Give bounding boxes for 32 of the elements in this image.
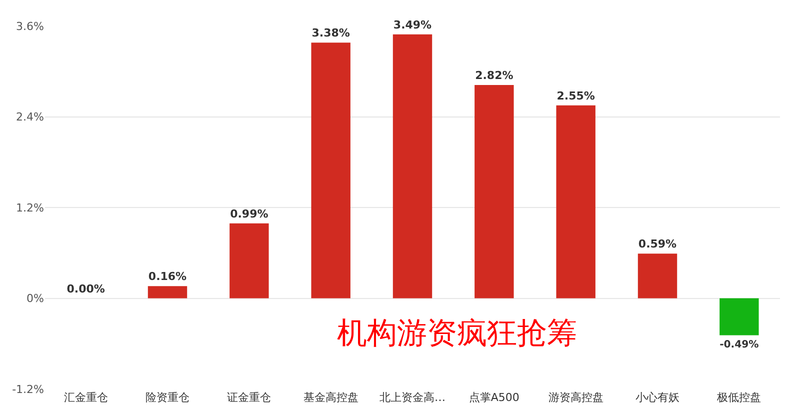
y-tick-label: -1.2% (12, 382, 44, 396)
data-label: 0.99% (230, 207, 268, 220)
x-tick-label: 险资重仓 (146, 391, 190, 404)
x-tick-label: 游资高控盘 (548, 391, 604, 404)
data-label: 3.49% (393, 18, 432, 32)
x-tick-label: 小心有妖 (636, 391, 680, 404)
data-label: 0.16% (148, 270, 187, 284)
y-tick-label: 3.6% (16, 20, 44, 33)
x-tick-label: 汇金重仓 (64, 391, 108, 404)
data-label: -0.49% (720, 339, 759, 350)
bar (474, 84, 514, 298)
bar (638, 254, 678, 298)
bar (230, 223, 269, 298)
data-label: 2.55% (556, 89, 595, 102)
y-tick-label: 2.4% (16, 110, 44, 124)
y-tick-label: 1.2% (16, 201, 44, 214)
data-label: 2.82% (475, 68, 514, 82)
x-tick-label: 极低控盘 (716, 391, 762, 404)
data-label: 0.59% (638, 238, 677, 251)
x-tick-label: 北上资金高… (380, 391, 446, 404)
bar (720, 298, 759, 336)
x-tick-label: 基金高控盘 (303, 391, 358, 404)
annotation: 机构游资疯狂抢筹 (337, 316, 577, 351)
data-label: 3.38% (312, 26, 350, 40)
data-label: 0.00% (66, 282, 105, 296)
y-tick-label: 0% (26, 292, 44, 306)
bar (311, 42, 350, 298)
bar (148, 286, 188, 298)
bar (392, 34, 432, 298)
bar (556, 105, 596, 298)
x-tick-label: 点掌A500 (468, 391, 520, 404)
x-tick-label: 证金重仓 (227, 391, 272, 404)
